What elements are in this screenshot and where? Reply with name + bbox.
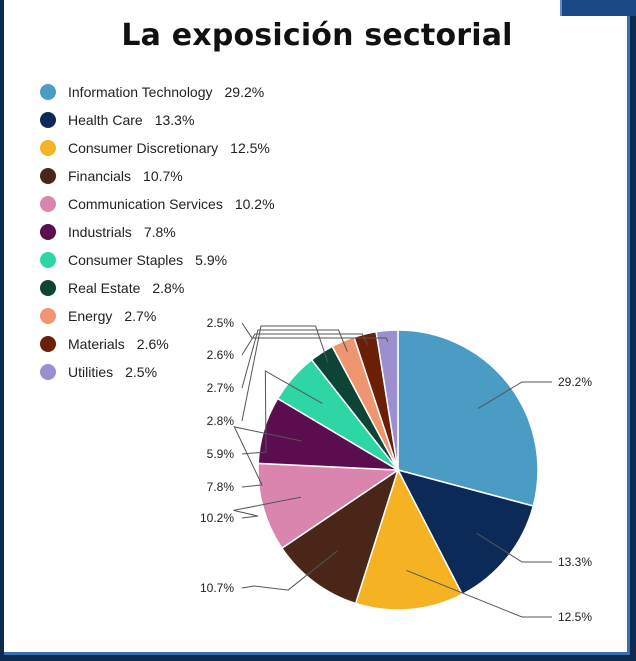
legend-item-health-care: Health Care 13.3% [40,106,275,134]
legend-item-utilities: Utilities 2.5% [40,358,275,386]
legend-swatch [40,280,56,296]
legend-label: Utilities [68,364,114,380]
legend-label: Industrials [68,224,132,240]
legend-item-consumer-discretionary: Consumer Discretionary 12.5% [40,134,275,162]
data-label: 2.8% [207,414,235,428]
legend-swatch [40,112,56,128]
legend-item-consumer-staples: Consumer Staples 5.9% [40,246,275,274]
leader-line [233,496,302,519]
legend-swatch [40,196,56,212]
legend-percent: 13.3% [154,112,195,128]
legend-percent: 12.5% [230,140,270,156]
pie-slice-consumer-discretionary [354,468,464,611]
legend-item-financials: Financials 10.7% [40,162,275,190]
pie-slice-communication-services [257,462,401,550]
legend-percent: 7.8% [143,224,176,240]
legend-swatch [40,84,56,100]
leader-line [241,370,323,455]
legend-swatch [40,336,56,352]
data-label: 12.5% [558,610,592,624]
data-label: 2.7% [207,381,235,395]
legend-item-energy: Energy 2.7% [40,302,275,330]
legend-label: Health Care [68,112,143,128]
legend-label: Materials [68,336,125,352]
legend-percent: 2.7% [124,308,157,324]
leader-line [241,329,348,389]
legend-percent: 29.2% [224,84,265,100]
legend-swatch [40,252,56,268]
legend-item-industrials: Industrials 7.8% [40,218,275,246]
pie-slice-health-care [396,468,535,596]
data-label: 2.6% [207,348,235,362]
legend-label: Financials [68,168,132,184]
data-label: 10.2% [200,511,234,525]
legend-label: Energy [68,308,113,324]
legend-label: Consumer Staples [68,252,184,268]
legend-label: Information Technology [68,84,213,100]
legend-swatch [40,140,56,156]
data-label: 7.8% [207,480,235,494]
data-label: 10.7% [200,581,234,595]
legend: Information Technology 29.2% Health Care… [40,78,275,386]
pie-slice-utilities [375,329,399,471]
legend-swatch [40,364,56,380]
legend-percent: 2.8% [152,280,185,296]
pie-slice-financials [280,468,400,605]
chart-title: La exposición sectorial [121,18,513,53]
legend-label: Communication Services [68,196,223,212]
legend-label: Real Estate [68,280,141,296]
leader-line [233,426,302,488]
legend-item-real-estate: Real Estate 2.8% [40,274,275,302]
legend-item-communication-services: Communication Services 10.2% [40,190,275,218]
legend-item-materials: Materials 2.6% [40,330,275,358]
data-label: 13.3% [558,555,592,569]
legend-swatch [40,168,56,184]
leader-line [241,550,338,591]
pie-slice-information-technology [397,329,539,507]
data-label: 5.9% [207,447,235,461]
data-label: 2.5% [207,316,235,330]
legend-percent: 2.6% [136,336,169,352]
legend-item-information-technology: Information Technology 29.2% [40,78,275,106]
leader-line [241,322,389,342]
legend-percent: 5.9% [195,252,228,268]
pie-chart: 29.2% 13.3% 12.5% 10.7% 10.2% 7.8% 5.9% 2.8% 2.7… [200,316,592,624]
legend-label: Consumer Discretionary [68,140,219,156]
leader-line [406,569,552,618]
leader-line [477,381,552,410]
slide: La exposición sectorial Information Tech… [4,0,630,655]
legend-swatch [40,308,56,324]
window-corner-tab [560,0,636,16]
leader-line [241,325,329,422]
legend-percent: 10.2% [234,196,275,212]
leader-line [476,532,552,563]
legend-percent: 2.5% [125,364,158,380]
legend-percent: 10.7% [143,168,183,184]
data-label: 29.2% [558,375,592,389]
leader-line [241,333,369,356]
legend-swatch [40,224,56,240]
